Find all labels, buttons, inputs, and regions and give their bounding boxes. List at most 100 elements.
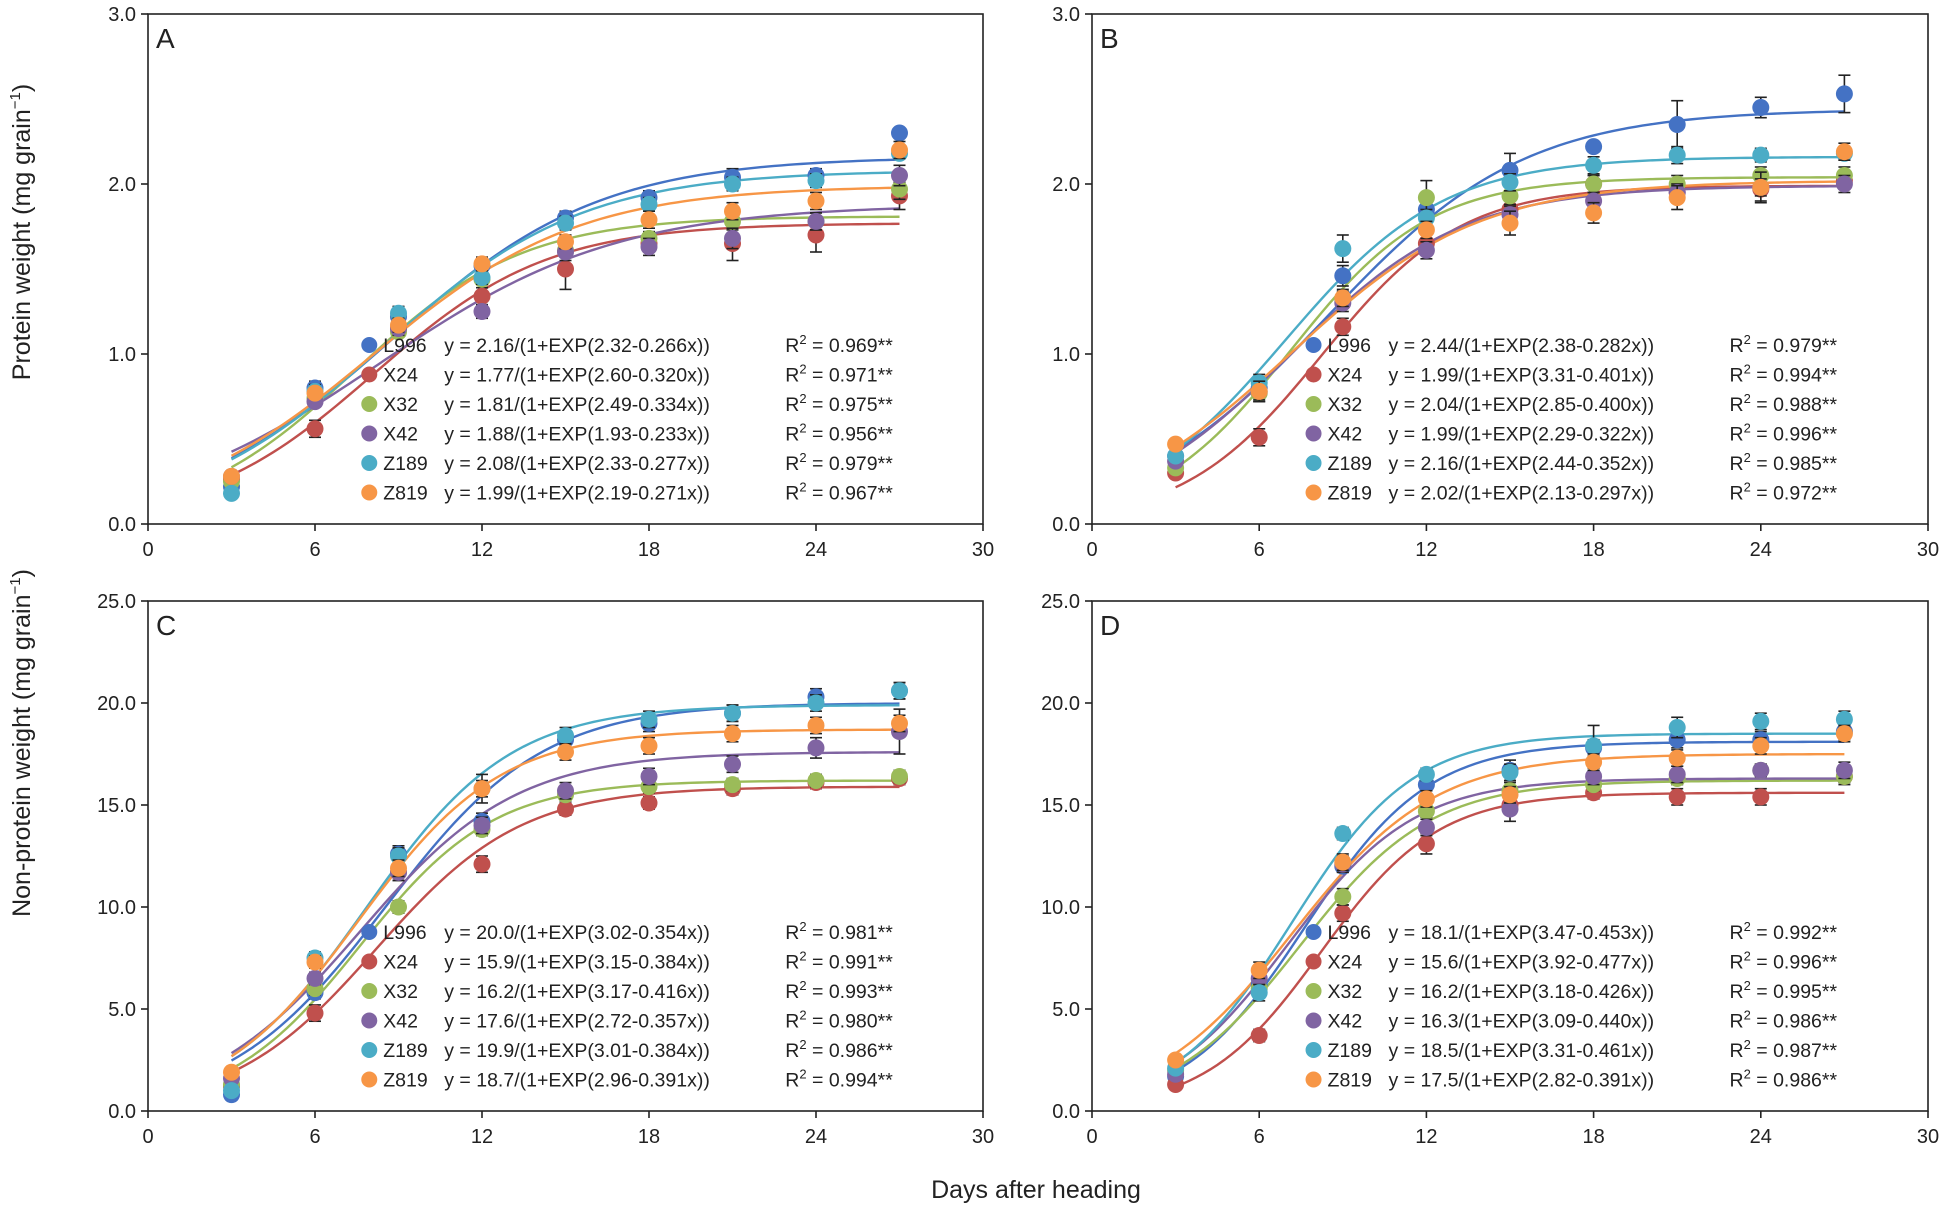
legend-r2: R2 = 0.967** [785, 480, 893, 505]
data-point-x42 [1501, 800, 1519, 818]
legend-r2: R2 = 0.979** [1730, 332, 1838, 357]
data-point-z819 [1668, 189, 1686, 207]
panel-c: 0 6 12 18 24 30 0.0 5.0 10.0 15.0 20.0 25.0 C L996 y =… [97, 591, 994, 1148]
plot-frame [147, 600, 984, 1112]
data-point-z189 [891, 682, 908, 700]
x-tick-label: 24 [805, 1126, 827, 1148]
data-point-z189 [1668, 146, 1686, 164]
legend-entry-x42: X42 y = 1.88/(1+EXP(1.93-0.233x)) R2 = 0.9… [361, 421, 893, 446]
legend-r2: R2 = 0.975** [785, 391, 893, 416]
legend-equation: y = 2.04/(1+EXP(2.85-0.400x)) [1389, 394, 1655, 416]
data-point-z189 [1167, 447, 1185, 465]
legend-equation: y = 1.81/(1+EXP(2.49-0.334x)) [444, 394, 710, 416]
data-point-x32 [1585, 175, 1603, 193]
x-tick-label: 30 [972, 1126, 994, 1148]
x-axis-label: Days after heading [931, 1176, 1141, 1204]
data-point-x24 [807, 226, 825, 244]
data-point-z189 [640, 710, 658, 728]
data-point-x24 [1417, 835, 1435, 853]
data-point-z819 [724, 725, 741, 743]
data-point-x42 [640, 767, 658, 785]
data-point-x32 [1417, 189, 1435, 207]
y-tick-label: 5.0 [1052, 999, 1080, 1021]
y-tick-label: 25.0 [1041, 591, 1080, 613]
plot-frame [1091, 13, 1929, 525]
legend-r2: R2 = 0.986** [1730, 1067, 1838, 1092]
legend-name: L996 [383, 922, 426, 944]
y-tick-label: 1.0 [1052, 344, 1080, 366]
data-point-z819 [1334, 853, 1352, 871]
data-point-z819 [891, 714, 908, 732]
data-point-x42 [473, 816, 491, 834]
data-point-x32 [891, 767, 908, 785]
legend-name: X42 [1328, 1011, 1363, 1033]
x-tick-label: 0 [142, 1126, 153, 1148]
data-point-x24 [306, 1004, 324, 1022]
data-point-x24 [1334, 318, 1352, 336]
data-point-z189 [1334, 240, 1352, 258]
data-point-x32 [1501, 187, 1519, 205]
x-tick-label: 30 [972, 539, 994, 561]
y-tick-label: 15.0 [97, 795, 136, 817]
panel-label: D [1100, 610, 1120, 641]
legend-entry-x32: X32 y = 16.2/(1+EXP(3.17-0.416x)) R2 = 0.9… [361, 978, 893, 1003]
legend-name: X24 [383, 365, 418, 387]
legend-marker [361, 396, 378, 412]
x-tick-label: 18 [1582, 539, 1604, 561]
data-point-x42 [1668, 765, 1686, 783]
legend-r2: R2 = 0.971** [785, 362, 893, 387]
data-point-x42 [1417, 241, 1435, 259]
data-point-z819 [1167, 1051, 1185, 1069]
legend-name: Z189 [383, 453, 427, 475]
legend-name: L996 [1328, 922, 1371, 944]
legend-name: X42 [1328, 424, 1363, 446]
legend-name: Z819 [383, 1070, 427, 1092]
y-tick-label: 15.0 [1041, 795, 1080, 817]
legend-entry-x42: X42 y = 16.3/(1+EXP(3.09-0.440x)) R2 = 0.9… [1305, 1008, 1838, 1033]
data-point-z819 [557, 233, 574, 251]
panel-label: A [156, 23, 175, 54]
data-point-x24 [1334, 904, 1352, 922]
legend-marker [361, 924, 378, 940]
legend-equation: y = 2.44/(1+EXP(2.38-0.282x)) [1389, 335, 1655, 357]
legend-marker [1305, 425, 1322, 442]
data-point-l996 [1835, 85, 1853, 103]
legend-equation: y = 15.9/(1+EXP(3.15-0.384x)) [444, 952, 710, 974]
legend-equation: y = 18.1/(1+EXP(3.47-0.453x)) [1389, 922, 1655, 944]
legend-equation: y = 19.9/(1+EXP(3.01-0.384x)) [444, 1040, 710, 1062]
data-point-z189 [1250, 984, 1268, 1002]
x-tick-label: 12 [471, 1126, 493, 1148]
data-point-z819 [1501, 214, 1519, 232]
x-tick-label: 12 [1415, 539, 1437, 561]
legend-marker [1305, 366, 1322, 383]
legend-equation: y = 16.2/(1+EXP(3.17-0.416x)) [444, 981, 710, 1003]
data-point-x42 [473, 303, 491, 320]
legend-equation: y = 16.2/(1+EXP(3.18-0.426x)) [1389, 981, 1655, 1003]
legend-name: X32 [1328, 394, 1363, 416]
legend-marker [361, 366, 378, 383]
x-tick-label: 6 [1254, 539, 1265, 561]
legend-equation: y = 15.6/(1+EXP(3.92-0.477x)) [1389, 952, 1655, 974]
legend-r2: R2 = 0.996** [1730, 421, 1838, 446]
legend-equation: y = 1.99/(1+EXP(2.19-0.271x)) [444, 483, 710, 505]
data-point-z819 [1752, 178, 1770, 196]
data-point-z189 [1501, 763, 1519, 781]
data-point-z819 [640, 737, 658, 755]
x-tick-label: 24 [1750, 1126, 1772, 1148]
legend-r2: R2 = 0.994** [785, 1067, 893, 1092]
x-tick-label: 0 [142, 539, 153, 561]
legend-entry-z189: Z189 y = 18.5/(1+EXP(3.31-0.461x)) R2 = 0.… [1305, 1037, 1837, 1062]
data-point-z819 [1167, 435, 1185, 453]
x-tick-label: 6 [309, 1126, 320, 1148]
x-tick-label: 6 [1254, 1126, 1265, 1148]
data-point-z819 [1501, 786, 1519, 804]
legend-entry-l996: L996 y = 2.16/(1+EXP(2.32-0.266x)) R2 = 0.… [361, 332, 893, 357]
data-point-l996 [1752, 99, 1770, 116]
x-tick-label: 6 [309, 539, 320, 561]
data-point-z189 [1668, 718, 1686, 736]
legend-entry-z189: Z189 y = 19.9/(1+EXP(3.01-0.384x)) R2 = 0.… [361, 1037, 893, 1062]
legend-r2: R2 = 0.986** [1730, 1008, 1838, 1033]
legend-name: X32 [1328, 981, 1363, 1003]
data-point-x42 [724, 229, 741, 247]
data-point-x42 [1585, 767, 1603, 785]
